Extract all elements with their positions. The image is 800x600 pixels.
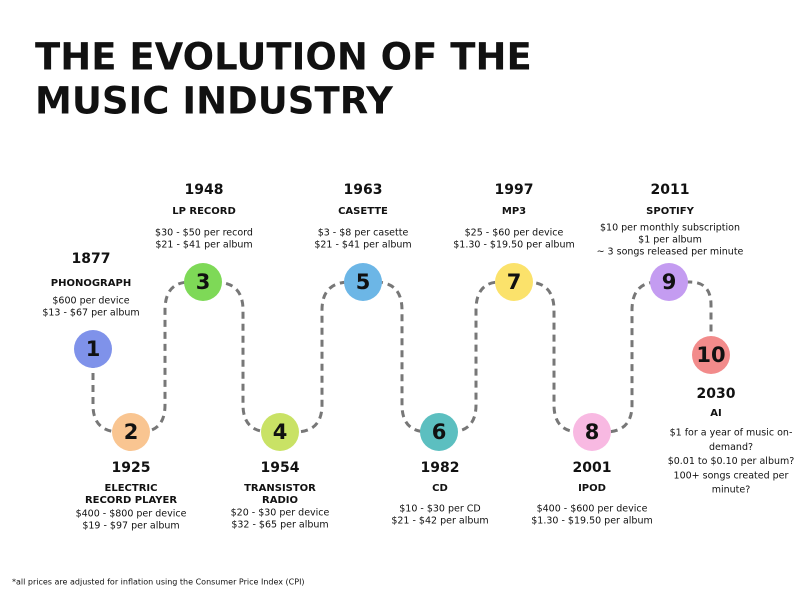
node-number: 6 xyxy=(432,420,447,444)
node-detail: $1 for a year of music on- xyxy=(670,428,793,439)
nodes: 1 1877 PHONOGRAPH $600 per device$13 - $67 … xyxy=(42,182,794,532)
node-detail: $20 - $30 per device xyxy=(231,508,330,519)
node-detail: $1 per album xyxy=(638,235,702,246)
node-number: 5 xyxy=(356,270,371,294)
node-number: 1 xyxy=(86,337,101,361)
node-name: MP3 xyxy=(502,206,526,217)
node-detail: $400 - $600 per device xyxy=(537,504,648,515)
node-detail: $21 - $41 per album xyxy=(314,240,411,251)
node-detail: $19 - $97 per album xyxy=(82,521,179,532)
node-name: SPOTIFY xyxy=(646,206,694,217)
node-circle xyxy=(261,413,299,451)
node-year: 1925 xyxy=(112,460,151,476)
node-name: RADIO xyxy=(262,495,298,506)
node-detail: $10 per monthly subscription xyxy=(600,223,740,234)
node-detail: minute? xyxy=(712,485,751,496)
node-number: 4 xyxy=(273,420,288,444)
title-line: MUSIC INDUSTRY xyxy=(35,80,394,123)
node-circle xyxy=(650,263,688,301)
node-circle xyxy=(112,413,150,451)
node-detail: $0.01 to $0.10 per album? xyxy=(668,456,795,467)
node-year: 1982 xyxy=(421,460,460,476)
node-detail: $13 - $67 per album xyxy=(42,308,139,319)
node-name: ELECTRIC xyxy=(105,483,158,494)
node-name: PHONOGRAPH xyxy=(51,278,131,289)
node-name: CD xyxy=(432,483,448,494)
node-name: RECORD PLAYER xyxy=(85,495,177,506)
node-year: 1877 xyxy=(72,251,111,267)
node-name: CASETTE xyxy=(338,206,388,217)
node-year: 2001 xyxy=(573,460,612,476)
node-detail: $21 - $42 per album xyxy=(391,516,488,527)
node-number: 9 xyxy=(662,270,677,294)
node-name: TRANSISTOR xyxy=(244,483,316,494)
node-detail: demand? xyxy=(709,442,753,453)
node-detail: $3 - $8 per casette xyxy=(318,228,409,239)
node-circle xyxy=(344,263,382,301)
node-name: LP RECORD xyxy=(172,206,236,217)
node-detail: 100+ songs created per xyxy=(674,470,789,481)
node-detail: $600 per device xyxy=(52,296,129,307)
node-year: 1948 xyxy=(185,182,224,198)
footnote: *all prices are adjusted for inflation u… xyxy=(12,578,305,587)
node-year: 1997 xyxy=(495,182,534,198)
node-circle xyxy=(495,263,533,301)
node-detail: $400 - $800 per device xyxy=(76,509,187,520)
node-year: 2011 xyxy=(651,182,690,198)
node-detail: $25 - $60 per device xyxy=(465,228,564,239)
node-detail: ~ 3 songs released per minute xyxy=(597,247,744,258)
node-detail: $10 - $30 per CD xyxy=(399,504,481,515)
node-number: 7 xyxy=(507,270,522,294)
node-number: 3 xyxy=(196,270,211,294)
node-circle xyxy=(573,413,611,451)
node-number: 8 xyxy=(585,420,600,444)
node-detail: $30 - $50 per record xyxy=(155,228,253,239)
node-year: 1954 xyxy=(261,460,300,476)
title-line: THE EVOLUTION OF THE xyxy=(35,36,532,79)
node-year: 2030 xyxy=(697,386,736,402)
node-year: 1963 xyxy=(344,182,383,198)
node-circle xyxy=(420,413,458,451)
node-circle xyxy=(692,336,730,374)
node-number: 10 xyxy=(696,343,725,367)
node-detail: $32 - $65 per album xyxy=(231,520,328,531)
node-detail: $1.30 - $19.50 per album xyxy=(531,516,653,527)
node-name: IPOD xyxy=(578,483,606,494)
node-name: AI xyxy=(710,408,721,419)
timeline-path xyxy=(91,280,713,434)
node-detail: $1.30 - $19.50 per album xyxy=(453,240,575,251)
node-detail: $21 - $41 per album xyxy=(155,240,252,251)
node-circle xyxy=(74,330,112,368)
node-circle xyxy=(184,263,222,301)
node-number: 2 xyxy=(124,420,139,444)
